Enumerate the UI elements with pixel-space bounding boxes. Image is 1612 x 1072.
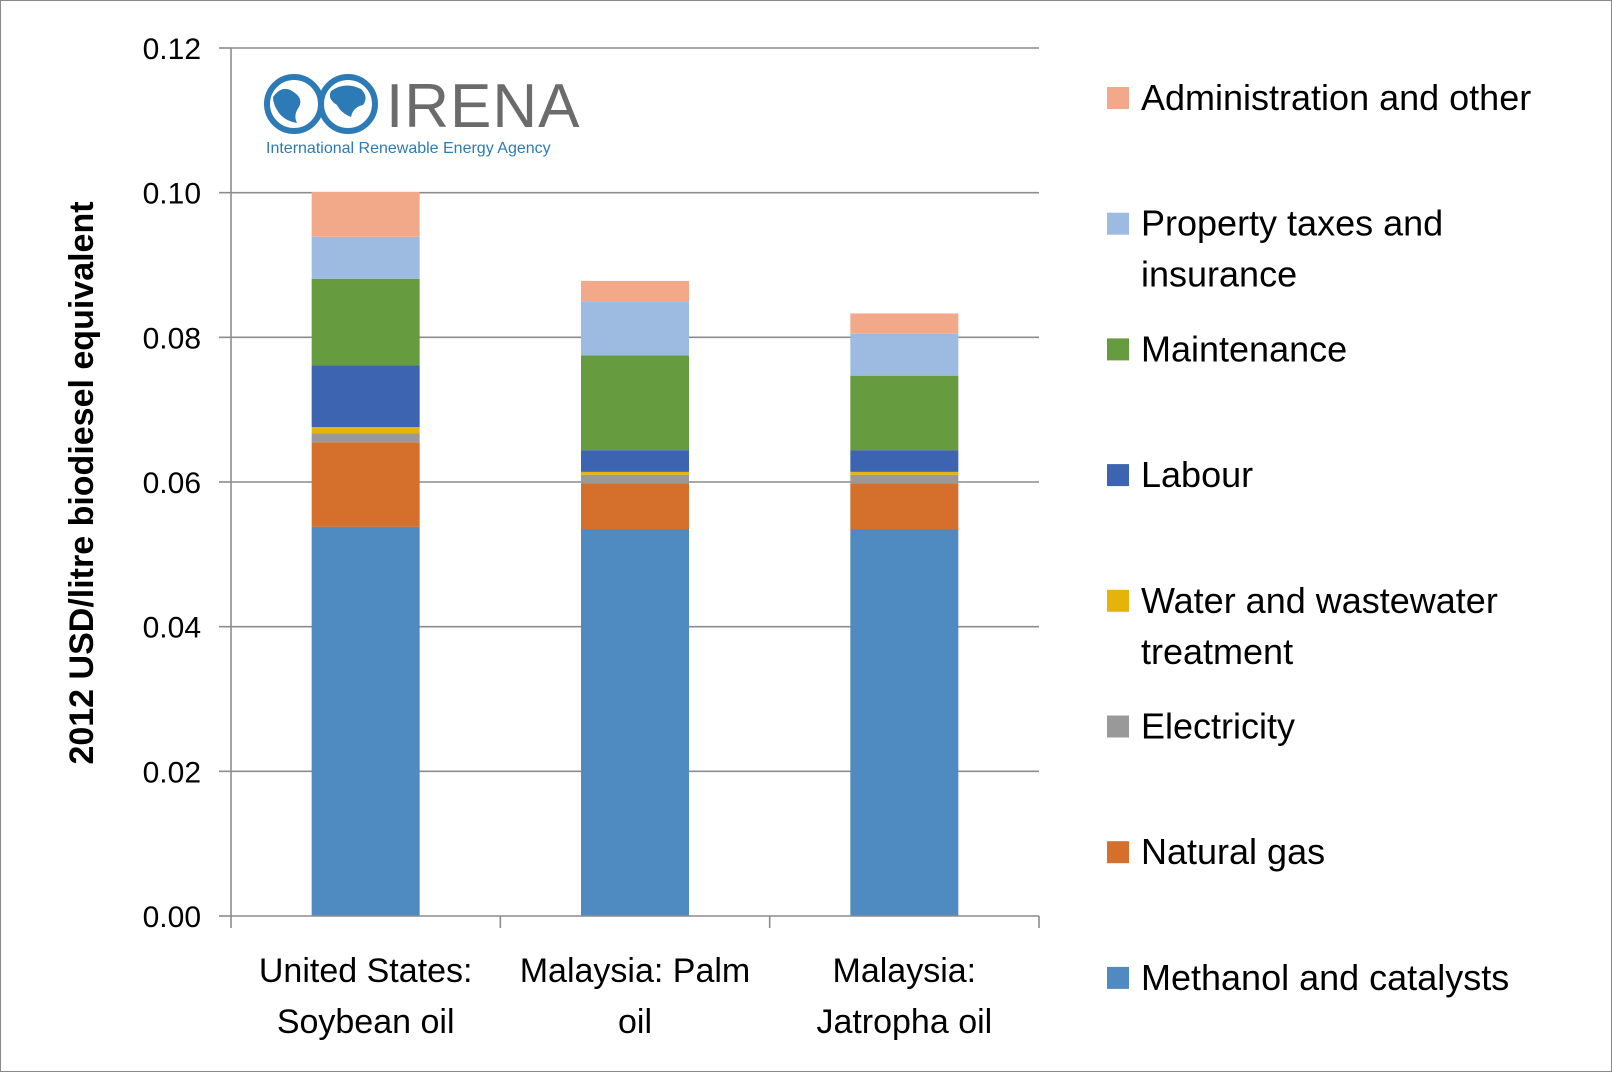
axes [219,47,1040,928]
y-tick-label: 0.04 [143,612,201,645]
bars [311,191,959,916]
y-tick-label: 0.08 [143,322,201,355]
legend-swatch-administration-and-other [1107,87,1129,109]
legend-label: insurance [1141,254,1297,295]
bar-segment-labour [850,450,959,472]
bar-segment-labour [581,450,689,472]
bar-segment-labour [311,365,420,428]
x-category-label: Malaysia: [833,952,977,990]
bar-segment-property-taxes-and-insurance [850,333,959,376]
y-tick-label: 0.06 [143,467,201,500]
irena-logo: IRENA International Renewable Energy Age… [264,72,580,157]
x-category-label: Jatropha oil [816,1003,992,1041]
bar-segment-methanol-and-catalysts [581,529,689,916]
legend-swatch-water-and-wastewater-treatment [1107,589,1129,612]
y-axis-title: 2012 USD/litre biodiesel equivalent [63,201,101,764]
legend-label: Water and wastewater [1141,580,1498,621]
bar-segment-administration-and-other [581,280,689,302]
bar-segment-maintenance [581,355,689,451]
x-category-label: oil [618,1003,652,1041]
bar-segment-water-and-wastewater-treatment [581,471,689,475]
bar-segment-maintenance [311,278,420,366]
bar-segment-electricity [311,433,420,443]
y-tick-label: 0.10 [143,178,201,211]
legend-label: Electricity [1141,706,1295,747]
y-tick-label: 0.02 [143,756,201,789]
legend: Administration and other Property taxes a… [1107,77,1531,998]
legend-label: Labour [1141,454,1253,495]
bar-segment-electricity [850,474,959,484]
x-axis-category-labels: United States: Soybean oil Malaysia: Palm o… [259,952,992,1041]
irena-logo-subtitle: International Renewable Energy Agency [266,140,551,157]
bar-segment-methanol-and-catalysts [850,529,959,916]
legend-swatch-methanol-and-catalysts [1107,966,1129,989]
irena-globe-icon [264,74,378,134]
y-axis-ticks: 0.00 0.02 0.04 0.06 0.08 0.10 0.12 [143,33,201,934]
legend-swatch-labour [1107,464,1129,487]
legend-label: Property taxes and [1141,203,1443,244]
bar-segment-water-and-wastewater-treatment [850,471,959,475]
legend-label: Methanol and catalysts [1141,957,1509,998]
legend-label: Natural gas [1141,831,1325,872]
legend-swatch-electricity [1107,715,1129,738]
legend-swatch-property-taxes-and-insurance [1107,212,1129,235]
bar-segment-property-taxes-and-insurance [311,236,420,279]
x-category-label: Soybean oil [277,1003,455,1041]
bar-segment-maintenance [850,375,959,451]
legend-swatch-natural-gas [1107,841,1129,864]
legend-label: treatment [1141,631,1293,672]
bar-segment-methanol-and-catalysts [311,526,420,916]
bar-segment-administration-and-other [311,191,420,237]
bar-segment-water-and-wastewater-treatment [311,427,420,434]
legend-label: Administration and other [1141,77,1531,118]
bar-segment-natural-gas [850,483,959,530]
x-category-label: United States: [259,952,473,990]
bar-segment-administration-and-other [850,313,959,334]
bar-segment-property-taxes-and-insurance [581,301,689,356]
legend-label: Maintenance [1141,328,1347,369]
bar-segment-electricity [581,474,689,484]
bar-segment-natural-gas [311,442,420,527]
y-tick-label: 0.00 [143,901,201,934]
irena-logo-wordmark: IRENA [386,72,580,141]
legend-swatch-maintenance [1107,338,1129,361]
bar-segment-natural-gas [581,483,689,530]
x-category-label: Malaysia: Palm [520,952,751,990]
y-tick-label: 0.12 [143,33,201,66]
